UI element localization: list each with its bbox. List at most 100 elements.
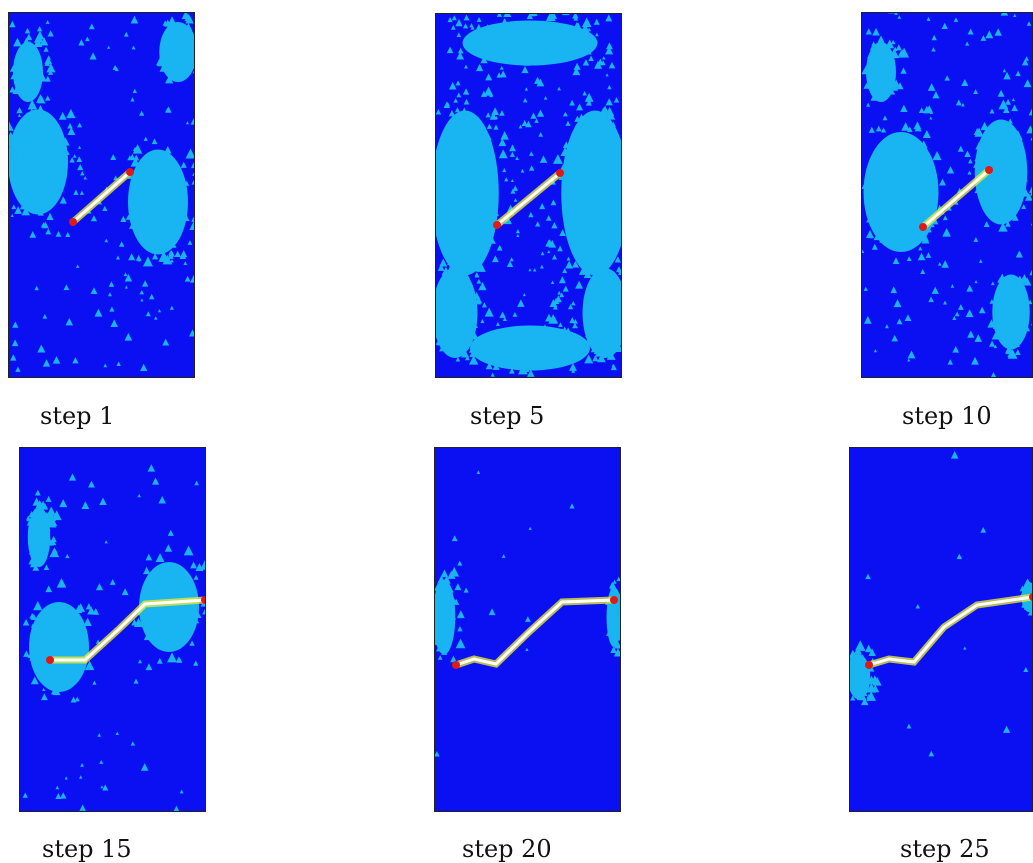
mesh-element — [493, 329, 504, 339]
mesh-element — [447, 570, 456, 579]
mesh-element — [617, 320, 622, 329]
mesh-element — [562, 193, 569, 200]
mesh-element — [540, 330, 550, 340]
mesh-element — [907, 350, 916, 359]
mesh-element — [517, 299, 525, 307]
mesh-element — [97, 733, 102, 737]
mesh-element — [603, 202, 611, 210]
mesh-element — [475, 23, 483, 31]
mesh-element — [535, 221, 541, 227]
mesh-element — [1014, 302, 1024, 312]
mesh-element — [536, 361, 544, 369]
mesh-element — [156, 57, 164, 66]
mesh-element — [469, 349, 477, 357]
mesh-element — [167, 156, 173, 162]
mesh-element — [468, 188, 475, 196]
mesh-element — [611, 363, 615, 367]
mesh-element — [173, 805, 180, 812]
mesh-element — [488, 608, 496, 616]
mesh-element — [856, 642, 866, 651]
mesh-element — [450, 221, 455, 227]
mesh-element — [30, 127, 37, 135]
mesh-element — [957, 304, 964, 310]
mesh-element — [865, 573, 871, 580]
mesh-element — [604, 106, 615, 117]
mesh-element — [482, 24, 493, 34]
mesh-element — [606, 290, 615, 299]
mesh-element — [498, 138, 507, 147]
mesh-element — [502, 168, 507, 173]
mesh-element — [67, 114, 71, 119]
mesh-element — [30, 628, 39, 637]
mesh-element — [9, 86, 16, 93]
mesh-element — [171, 602, 182, 612]
mesh-element — [499, 311, 506, 318]
mesh-element — [581, 17, 592, 28]
mesh-element — [32, 655, 37, 660]
mesh-element — [890, 286, 898, 294]
mesh-element — [455, 80, 461, 86]
mesh-element — [978, 306, 986, 314]
mesh-element — [898, 49, 906, 57]
mesh-element — [989, 108, 995, 114]
mesh-element — [870, 188, 879, 197]
mesh-element — [148, 293, 155, 300]
mesh-element — [607, 84, 612, 90]
mesh-element — [946, 166, 955, 174]
mesh-element — [462, 23, 469, 29]
mesh-element — [461, 120, 471, 130]
mesh-element — [30, 50, 40, 60]
mesh-element — [485, 362, 493, 370]
mesh-element — [996, 181, 1006, 191]
mesh-element — [1007, 118, 1013, 124]
mesh-element — [605, 149, 616, 160]
mesh-element — [614, 137, 622, 146]
mesh-element — [484, 307, 494, 317]
mesh-element — [145, 311, 151, 317]
mesh-element — [435, 611, 444, 620]
mesh-element — [41, 663, 48, 670]
mesh-element — [43, 564, 50, 570]
mesh-element — [545, 313, 553, 322]
mesh-element — [151, 149, 156, 154]
mesh-element — [1005, 98, 1011, 105]
mesh-element — [455, 144, 460, 149]
mesh-element — [544, 21, 555, 32]
mesh-element — [483, 155, 492, 164]
mesh-element — [45, 20, 50, 24]
mesh-element — [476, 210, 482, 215]
mesh-element — [123, 31, 129, 37]
mesh-element — [158, 496, 166, 504]
mesh-element — [525, 647, 529, 652]
mesh-element — [566, 256, 571, 261]
mesh-element — [485, 182, 490, 187]
mesh-element — [597, 211, 605, 218]
mesh-element — [171, 40, 176, 45]
mesh-element — [528, 58, 534, 65]
mesh-element — [611, 602, 621, 612]
mesh-element — [482, 174, 491, 183]
mesh-element — [179, 252, 187, 260]
mesh-element — [470, 166, 480, 176]
mesh-element — [476, 297, 483, 304]
mesh-element — [32, 196, 40, 204]
mesh-element — [900, 67, 907, 74]
mesh-element — [462, 288, 468, 295]
mesh-element — [51, 510, 62, 521]
mesh-element — [897, 201, 902, 207]
mesh-element — [605, 98, 613, 106]
mesh-element — [174, 65, 180, 71]
mesh-element — [872, 27, 880, 36]
mesh-element — [998, 99, 1009, 110]
mesh-element — [557, 290, 562, 295]
mesh-element — [1007, 302, 1015, 311]
caption: step 10 — [902, 402, 992, 430]
mesh-element — [489, 237, 496, 244]
mesh-element — [589, 161, 596, 169]
mesh-element — [580, 345, 589, 353]
mesh-element — [78, 775, 83, 779]
mesh-element — [874, 59, 884, 68]
simulation-image — [861, 12, 1033, 378]
mesh-element — [612, 271, 617, 276]
mesh-element — [562, 268, 568, 274]
